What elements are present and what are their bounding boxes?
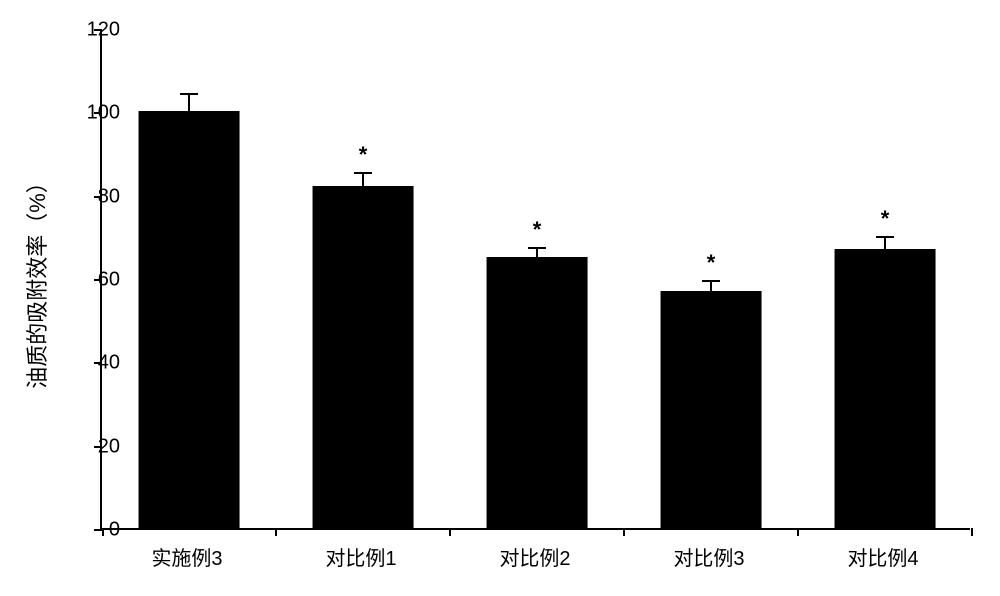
x-tick [623,528,625,536]
bar [139,111,240,528]
x-tick [797,528,799,536]
error-bar [702,280,720,305]
error-bar [354,172,372,205]
bar [487,257,588,528]
error-bar [180,93,198,135]
y-tick-label: 0 [60,519,120,542]
y-tick-label: 20 [60,435,120,458]
significance-marker: * [881,206,890,232]
significance-marker: * [707,250,716,276]
bar [661,291,762,529]
error-bar [876,236,894,265]
y-tick-label: 80 [60,185,120,208]
significance-marker: * [359,142,368,168]
x-tick [275,528,277,536]
bar-chart: * * * * [100,30,970,530]
y-tick-label: 100 [60,102,120,125]
error-bar [528,247,546,272]
x-category-label: 对比例2 [499,542,570,571]
y-axis-title: 油质的吸附效率（%） [20,171,52,389]
significance-marker: * [533,217,542,243]
x-category-label: 对比例1 [325,542,396,571]
plot-area: * * * * [100,30,970,530]
bar [835,249,936,528]
x-category-label: 实施例3 [151,542,222,571]
y-tick-label: 40 [60,352,120,375]
bar [313,186,414,528]
y-tick-label: 60 [60,269,120,292]
x-tick [449,528,451,536]
y-tick-label: 120 [60,19,120,42]
x-category-label: 对比例4 [847,542,918,571]
x-category-label: 对比例3 [673,542,744,571]
x-tick [971,528,973,536]
